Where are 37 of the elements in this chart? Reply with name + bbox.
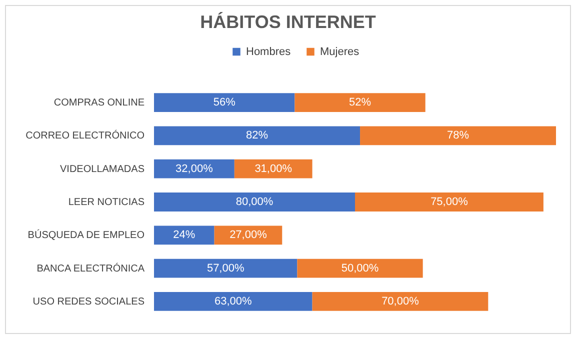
data-label: 80,00% [236, 196, 274, 208]
bar [154, 292, 312, 311]
bar [234, 159, 312, 178]
data-label: 63,00% [214, 295, 252, 308]
y-tick-label: LEER NOTICIAS [68, 197, 145, 208]
bar [154, 226, 214, 245]
y-tick-label: BANCA ELECTRÓNICA [36, 262, 145, 274]
legend-label: Hombres [246, 46, 292, 58]
y-tick-label: COMPRAS ONLINE [54, 98, 145, 109]
y-tick-label: USO REDES SOCIALES [32, 296, 145, 308]
bar [154, 192, 355, 212]
bar [154, 126, 360, 146]
y-tick-label: CORREO ELECTRÓNICO [26, 130, 145, 142]
legend-label: Mujeres [320, 46, 360, 58]
data-label: 75,00% [430, 196, 468, 208]
bar [154, 93, 295, 112]
y-tick-label: VIDEOLLAMADAS [60, 164, 145, 175]
data-label: 27,00% [230, 229, 268, 242]
y-tick-label: BÚSQUEDA DE EMPLEO [28, 229, 145, 242]
data-label: 31,00% [254, 162, 292, 175]
data-label: 78% [446, 130, 470, 142]
bar [154, 159, 234, 178]
data-label: 52% [349, 96, 372, 109]
data-label: 24% [173, 229, 196, 242]
data-label: 50,00% [341, 262, 379, 274]
data-label: 32,00% [176, 162, 214, 175]
bar [297, 258, 423, 278]
bar [294, 93, 426, 112]
bar [154, 258, 298, 278]
bar [355, 192, 544, 212]
bar [312, 292, 488, 311]
chart-title: HÁBITOS INTERNET [200, 12, 376, 32]
data-label: 56% [213, 96, 236, 109]
bar [360, 126, 556, 146]
data-label: 82% [246, 130, 268, 142]
data-label: 70,00% [382, 295, 420, 308]
data-label: 57,00% [206, 262, 244, 274]
